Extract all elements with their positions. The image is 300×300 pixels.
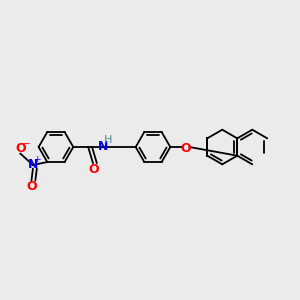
Text: O: O <box>180 142 191 155</box>
Text: H: H <box>104 135 112 146</box>
Text: O: O <box>26 180 37 193</box>
Text: O: O <box>15 142 26 155</box>
Text: O: O <box>88 163 99 176</box>
Text: N: N <box>28 158 38 172</box>
Text: N: N <box>98 140 108 153</box>
Text: −: − <box>21 139 30 149</box>
Text: +: + <box>33 155 41 164</box>
